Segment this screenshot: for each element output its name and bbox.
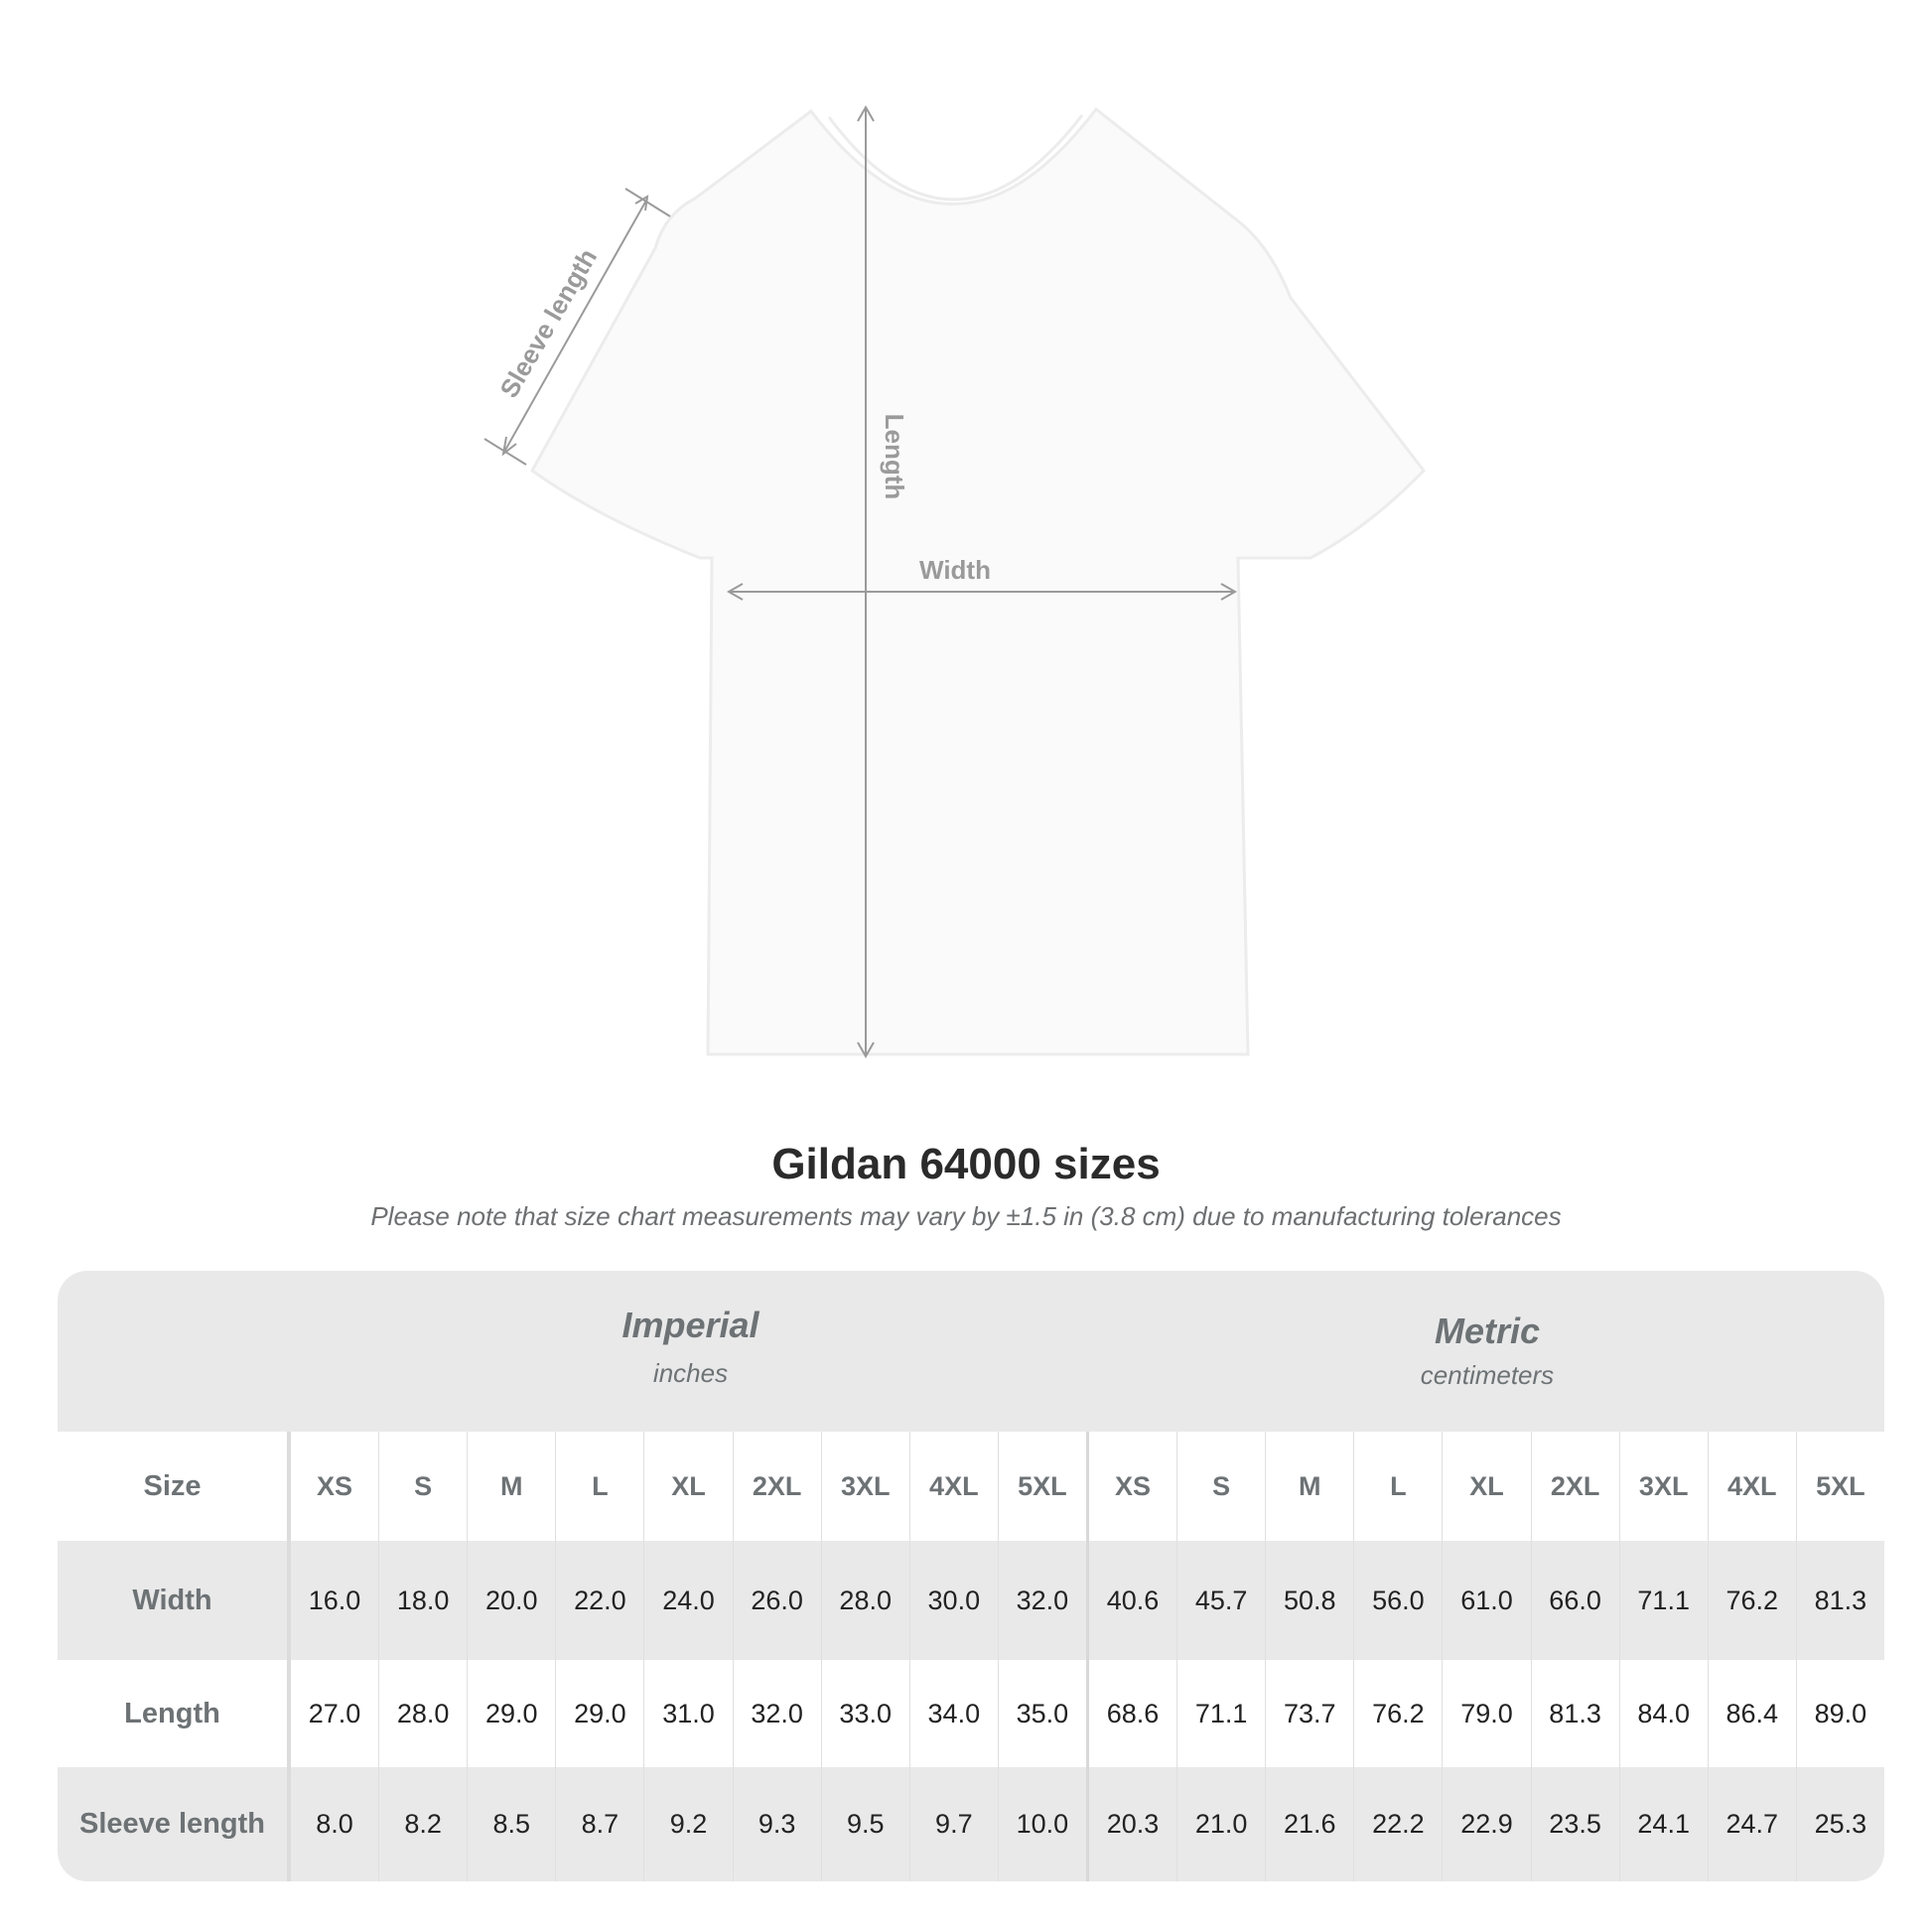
cell-imperial: 9.5 [822, 1767, 910, 1881]
cell-metric: 84.0 [1620, 1660, 1709, 1767]
cell-metric: 50.8 [1266, 1541, 1355, 1660]
cell-imperial: 8.0 [291, 1767, 380, 1881]
cell-metric: 86.4 [1709, 1660, 1797, 1767]
cell-metric: 81.3 [1814, 1585, 1867, 1615]
cell-imperial: 8.2 [379, 1767, 469, 1881]
tshirt-diagram: Sleeve length Length Width [483, 104, 1426, 1059]
size-metric: 5XL [1816, 1470, 1865, 1501]
size-metric: 3XL [1620, 1432, 1709, 1541]
cell-metric: 40.6 [1089, 1541, 1178, 1660]
size-metric: 2XL [1532, 1432, 1620, 1541]
size-metric: S [1177, 1432, 1267, 1541]
cell-metric: 23.5 [1532, 1767, 1620, 1881]
cell-imperial: 27.0 [291, 1660, 380, 1767]
cell-metric: 45.7 [1177, 1541, 1267, 1660]
cell-metric: 21.6 [1266, 1767, 1355, 1881]
page-title: Gildan 64000 sizes [771, 1140, 1161, 1188]
size-imperial: S [379, 1432, 469, 1541]
row-label: Size [58, 1432, 291, 1541]
cell-metric: 68.6 [1089, 1660, 1178, 1767]
row-label: Sleeve length [58, 1767, 291, 1881]
table-row: Length 27.0 28.0 29.0 29.0 31.0 32.0 33.0 34.0 35… [58, 1660, 1884, 1767]
size-imperial: 4XL [910, 1432, 999, 1541]
imperial-title: Imperial [621, 1305, 759, 1345]
cell-metric: 61.0 [1443, 1541, 1532, 1660]
cell-imperial: 32.0 [734, 1660, 822, 1767]
cell-imperial: 22.0 [556, 1541, 645, 1660]
row-label: Width [58, 1541, 291, 1660]
cell-metric: 56.0 [1354, 1541, 1444, 1660]
cell-metric: 22.9 [1443, 1767, 1532, 1881]
cell-imperial: 28.0 [822, 1541, 910, 1660]
length-label: Length [880, 414, 909, 500]
cell-imperial: 8.5 [468, 1767, 557, 1881]
cell-imperial: 20.0 [468, 1541, 557, 1660]
size-imperial: 5XL [999, 1432, 1089, 1541]
measure-arrows [483, 104, 1238, 1059]
cell-metric: 21.0 [1177, 1767, 1267, 1881]
metric-unit: centimeters [1420, 1360, 1555, 1390]
imperial-unit: inches [652, 1358, 729, 1388]
size-metric: XS [1089, 1432, 1178, 1541]
cell-imperial: 32.0 [999, 1541, 1089, 1660]
cell-metric: 76.2 [1354, 1660, 1444, 1767]
cell-metric: 79.0 [1443, 1660, 1532, 1767]
cell-imperial: 8.7 [556, 1767, 645, 1881]
cell-imperial: 29.0 [468, 1660, 557, 1767]
cell-imperial: 28.0 [379, 1660, 469, 1767]
cell-metric: 73.7 [1266, 1660, 1355, 1767]
tshirt-shape [530, 106, 1426, 1056]
cell-imperial: 29.0 [556, 1660, 645, 1767]
table-row: Width 16.0 18.0 20.0 22.0 24.0 26.0 28.0 30.0 32.… [58, 1541, 1884, 1660]
cell-imperial: 30.0 [910, 1541, 999, 1660]
cell-imperial: 31.0 [644, 1660, 734, 1767]
cell-metric: 76.2 [1709, 1541, 1797, 1660]
cell-imperial: 16.0 [291, 1541, 380, 1660]
cell-imperial: 34.0 [910, 1660, 999, 1767]
cell-metric: 89.0 [1814, 1698, 1867, 1728]
cell-metric: 25.3 [1814, 1809, 1867, 1839]
collar-line [827, 114, 1084, 202]
cell-imperial: 9.3 [734, 1767, 822, 1881]
cell-imperial: 33.0 [822, 1660, 910, 1767]
size-imperial: XL [644, 1432, 734, 1541]
cell-metric: 71.1 [1620, 1541, 1709, 1660]
size-imperial: XS [291, 1432, 380, 1541]
cell-metric: 81.3 [1532, 1660, 1620, 1767]
size-metric: 4XL [1709, 1432, 1797, 1541]
size-imperial: L [556, 1432, 645, 1541]
cell-imperial: 9.7 [910, 1767, 999, 1881]
cell-metric: 24.7 [1709, 1767, 1797, 1881]
size-imperial: 2XL [734, 1432, 822, 1541]
cell-metric: 71.1 [1177, 1660, 1267, 1767]
table-row: Sleeve length 8.0 8.2 8.5 8.7 9.2 9.3 9.5 9.7 10.… [58, 1767, 1884, 1881]
cell-imperial: 26.0 [734, 1541, 822, 1660]
cell-metric: 20.3 [1089, 1767, 1178, 1881]
cell-metric: 24.1 [1620, 1767, 1709, 1881]
size-imperial: 3XL [822, 1432, 910, 1541]
metric-title: Metric [1434, 1311, 1541, 1351]
size-metric: L [1354, 1432, 1444, 1541]
row-label: Length [58, 1660, 291, 1767]
cell-metric: 22.2 [1354, 1767, 1444, 1881]
size-imperial: M [468, 1432, 557, 1541]
metric-header: Metric centimeters [1090, 1271, 1884, 1432]
cell-imperial: 24.0 [644, 1541, 734, 1660]
cell-metric: 66.0 [1532, 1541, 1620, 1660]
imperial-header: Imperial inches [291, 1271, 1090, 1432]
tolerance-note: Please note that size chart measurements… [370, 1201, 1562, 1231]
size-table: Imperial inches Metric centimeters Size X… [58, 1271, 1884, 1881]
size-metric: M [1266, 1432, 1355, 1541]
cell-imperial: 9.2 [644, 1767, 734, 1881]
cell-imperial: 10.0 [999, 1767, 1089, 1881]
cell-imperial: 18.0 [379, 1541, 469, 1660]
width-label: Width [919, 555, 991, 585]
cell-imperial: 35.0 [999, 1660, 1089, 1767]
size-metric: XL [1443, 1432, 1532, 1541]
size-header-row: Size XS S M L XL 2XL 3XL 4XL 5XL XS S M L XL 2XL 3XL 4XL 5… [58, 1432, 1884, 1541]
